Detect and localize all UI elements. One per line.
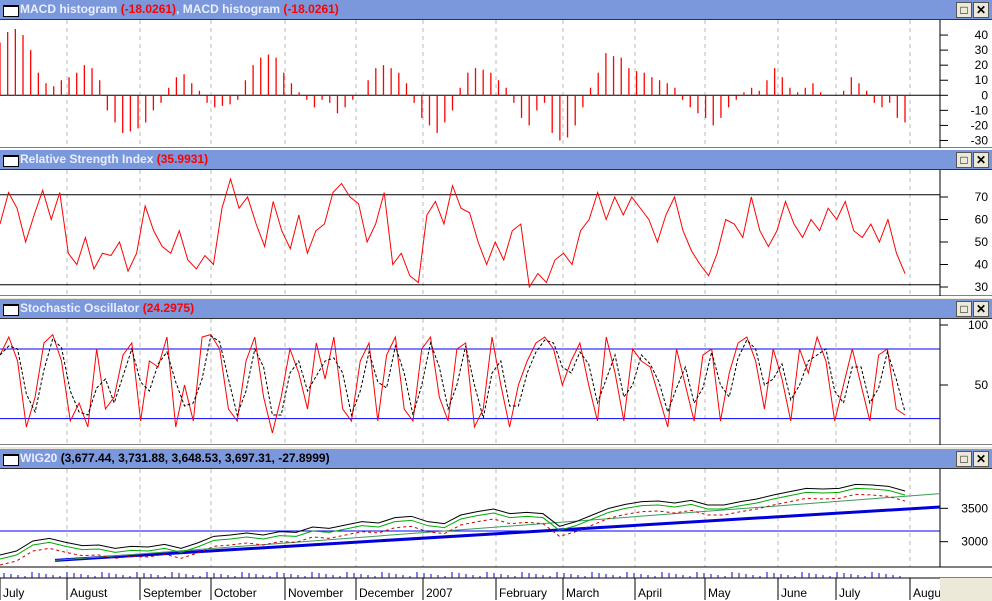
x-tick-label: 2007 — [426, 586, 453, 600]
maximize-button[interactable]: □ — [956, 152, 972, 168]
macd-title-2: MACD histogram — [182, 2, 281, 16]
corner — [940, 578, 992, 601]
y-tick-label: 50 — [975, 378, 989, 392]
x-tick-label: August — [70, 586, 108, 600]
y-tick-label: 50 — [975, 235, 989, 249]
stochastic-header: Stochastic Oscillator (24.2975) □ ✕ — [0, 299, 992, 319]
price-line — [0, 483, 906, 556]
x-tick-label: October — [214, 586, 257, 600]
window-icon — [3, 454, 19, 466]
y-tick-label: 3500 — [961, 501, 988, 515]
line-chart-2: 100 50 — [0, 319, 992, 445]
y-tick-label: 0 — [981, 88, 988, 102]
close-button[interactable]: ✕ — [973, 2, 989, 18]
y-tick-label: 60 — [975, 213, 989, 227]
signal-line — [0, 334, 906, 419]
x-tick-label: July — [3, 586, 24, 600]
macd-value: (-18.0261) — [120, 2, 177, 16]
y-tick-label: 70 — [975, 190, 989, 204]
window-icon — [3, 155, 19, 167]
macd-title: MACD histogram — [20, 2, 118, 16]
y-tick-label: -10 — [971, 103, 989, 117]
y-tick-label: 10 — [975, 73, 989, 87]
y-tick-label: 40 — [975, 258, 989, 272]
y-tick-label: 30 — [975, 280, 989, 294]
y-tick-label: 20 — [975, 58, 989, 72]
x-tick-label: December — [359, 586, 414, 600]
window-icon — [3, 304, 19, 316]
stoch-value: (24.2975) — [142, 301, 195, 315]
rsi-value: (35.9931) — [156, 152, 209, 166]
x-tick-label: February — [499, 586, 547, 600]
x-tick-label: November — [288, 586, 343, 600]
y-tick-label: 3000 — [961, 535, 988, 549]
x-tick-label: Augu — [913, 586, 941, 600]
y-tick-label: -20 — [971, 118, 989, 132]
x-tick-label: June — [781, 586, 807, 600]
wig20-values: (3,677.44, 3,731.88, 3,648.53, 3,697.31,… — [60, 451, 330, 465]
close-button[interactable]: ✕ — [973, 451, 989, 467]
maximize-button[interactable]: □ — [956, 301, 972, 317]
stoch-title: Stochastic Oscillator — [20, 301, 140, 315]
rsi-panel: Relative Strength Index (35.9931) □ ✕ 70 6… — [0, 150, 992, 298]
wig20-title: WIG20 — [20, 451, 58, 465]
series-line — [0, 333, 906, 434]
y-tick-label: -30 — [971, 133, 989, 147]
ma-short — [0, 487, 906, 560]
trend-line-blue — [54, 505, 941, 562]
macd-value-2: (-18.0261) — [283, 2, 339, 16]
window-icon — [3, 5, 19, 17]
x-tick-label: April — [638, 586, 662, 600]
rsi-title: Relative Strength Index — [20, 152, 154, 166]
x-tick-label: July — [839, 586, 860, 600]
line-chart-3: 3500 3000 July August September October Novemb… — [0, 469, 992, 601]
stochastic-panel: Stochastic Oscillator (24.2975) □ ✕ 100 50 — [0, 299, 992, 447]
series-line — [0, 177, 906, 289]
y-tick-label: 100 — [968, 319, 988, 332]
y-tick-label: 40 — [975, 28, 989, 42]
maximize-button[interactable]: □ — [956, 451, 972, 467]
wig20-panel: WIG20 (3,677.44, 3,731.88, 3,648.53, 3,6… — [0, 449, 992, 601]
x-tick-label: March — [566, 586, 599, 600]
rsi-header: Relative Strength Index (35.9931) □ ✕ — [0, 150, 992, 170]
maximize-button[interactable]: □ — [956, 2, 972, 18]
macd-header: MACD histogram (-18.0261), MACD histogra… — [0, 0, 992, 20]
wig20-header: WIG20 (3,677.44, 3,731.88, 3,648.53, 3,6… — [0, 449, 992, 469]
macd-panel: MACD histogram (-18.0261), MACD histogra… — [0, 0, 992, 150]
y-tick-label: 30 — [975, 43, 989, 57]
close-button[interactable]: ✕ — [973, 152, 989, 168]
trend-line-green — [54, 493, 941, 561]
sep: , — [176, 2, 183, 16]
close-button[interactable]: ✕ — [973, 301, 989, 317]
x-tick-label: September — [143, 586, 202, 600]
x-tick-label: May — [708, 586, 731, 600]
line-chart-1: 70 60 50 40 30 — [0, 170, 992, 296]
